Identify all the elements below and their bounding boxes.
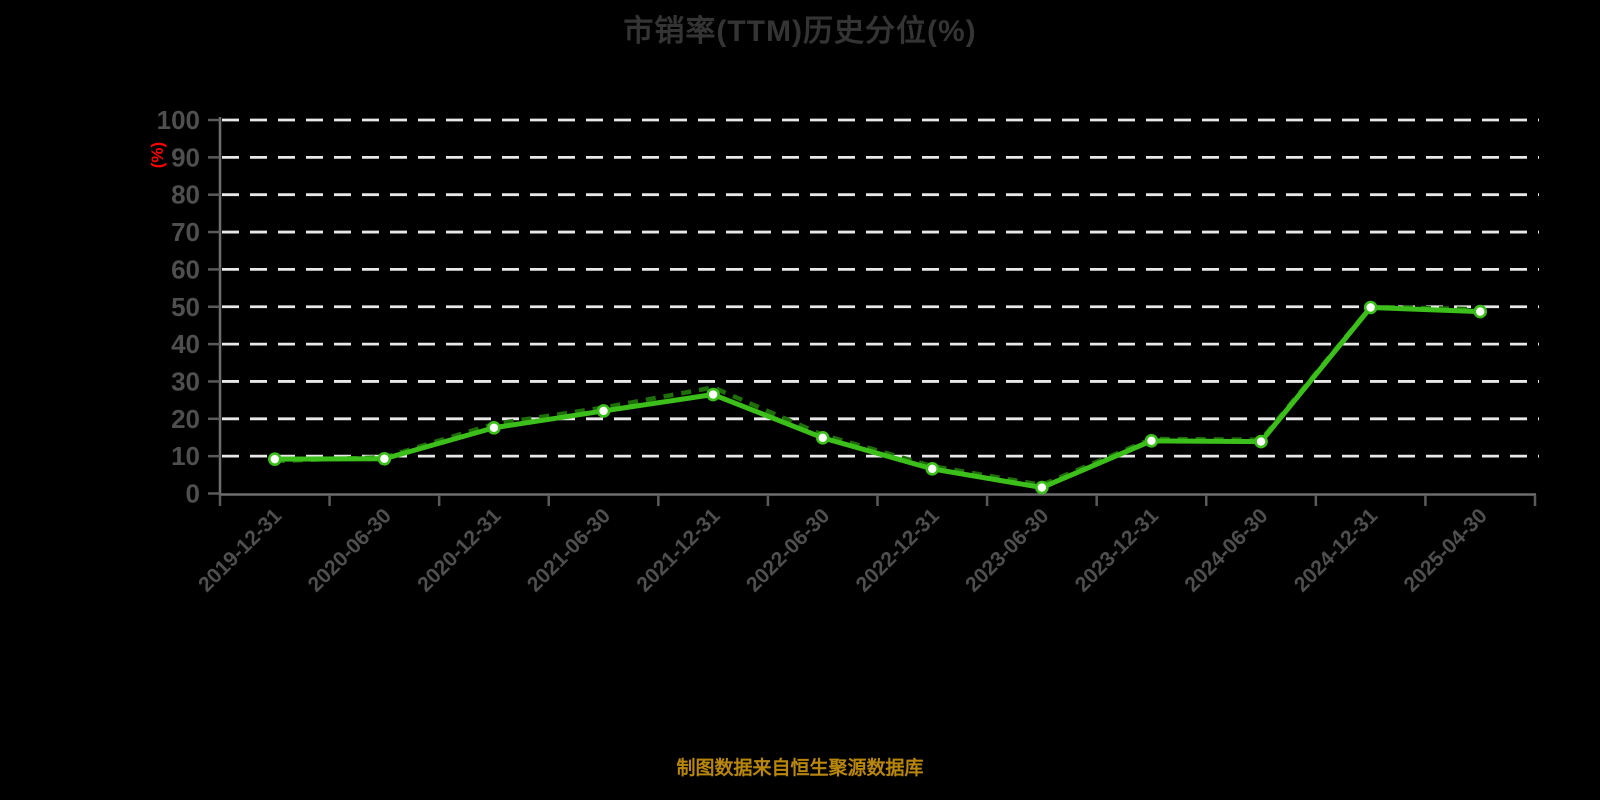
data-point-marker: [925, 462, 940, 476]
y-tick-label: 10: [171, 441, 200, 471]
x-axis-ticks: [218, 495, 1537, 506]
series-line-solid: [272, 304, 1483, 491]
x-tick-label: 2024-12-31: [1290, 504, 1382, 596]
data-point-marker: [706, 387, 720, 402]
x-tick-label: 2024-06-30: [1180, 504, 1272, 596]
data-point-marker: [1254, 434, 1268, 449]
y-tick-label: 20: [171, 404, 200, 434]
y-tick-label: 0: [186, 479, 200, 509]
x-tick-label: 2021-06-30: [523, 504, 615, 596]
y-tick-label: 100: [157, 105, 200, 135]
x-tick-label: 2019-12-31: [194, 504, 286, 596]
y-tick-label: 70: [171, 217, 200, 247]
x-tick-label: 2023-06-30: [961, 504, 1053, 596]
data-point-marker: [377, 451, 392, 466]
data-point-marker: [487, 420, 501, 435]
gridlines: [222, 118, 1539, 458]
x-tick-label: 2022-06-30: [742, 504, 834, 596]
data-point-marker: [1035, 480, 1049, 495]
x-tick-label: 2025-04-30: [1400, 504, 1492, 596]
x-tick-label: 2022-12-31: [852, 504, 944, 596]
data-point-marker: [1363, 300, 1378, 315]
y-axis-ticks-labels: 0 10 20 30 40 50 60 70 80 90 100: [157, 105, 220, 509]
y-tick-label: 60: [171, 254, 200, 284]
data-source-caption: 制图数据来自恒生聚源数据库: [676, 758, 924, 779]
data-point-marker: [1144, 434, 1159, 448]
y-tick-label: 40: [171, 329, 200, 359]
data-point-marker: [815, 431, 830, 445]
data-point-marker: [1473, 304, 1488, 319]
x-axis-labels: 2019-12-31 2020-06-30 2020-12-31 2021-06-30…: [194, 504, 1492, 596]
x-tick-label: 2021-12-31: [632, 504, 724, 596]
x-tick-label: 2020-12-31: [413, 504, 505, 596]
y-tick-label: 30: [171, 366, 200, 396]
y-tick-label: 90: [171, 142, 200, 172]
chart-title: 市销率(TTM)历史分位(%): [623, 15, 977, 48]
x-tick-label: 2023-12-31: [1071, 504, 1163, 596]
series-solid: [272, 304, 1483, 491]
x-tick-label: 2020-06-30: [304, 504, 396, 596]
data-point-markers: [267, 300, 1488, 495]
data-point-marker: [596, 404, 611, 418]
y-tick-label: 50: [171, 292, 200, 322]
y-tick-label: 80: [171, 180, 200, 210]
data-point-marker: [267, 452, 282, 466]
